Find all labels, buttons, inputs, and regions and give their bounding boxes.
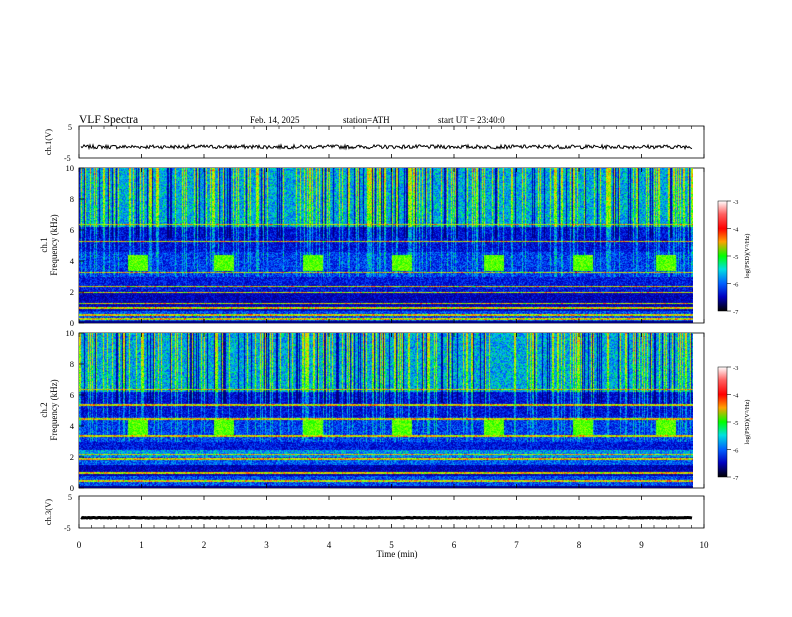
ch1-waveform-panel: 5 -5 ch.1(V) (43, 123, 705, 163)
ch1-ytick-label: 6 (70, 225, 74, 235)
ch1-spectrogram-panel: 0 2 4 6 8 10 ch.1 Frequency (kHz) (39, 163, 705, 328)
header-start-time: start UT = 23:40:0 (438, 115, 505, 125)
ch2-spectrogram-image (79, 333, 693, 488)
ch1-ytick-bottom: -5 (64, 154, 71, 163)
colorbar-tick-label: -4 (733, 393, 739, 400)
time-tick-label: 4 (327, 540, 332, 550)
ch3-ytick-top: 5 (68, 493, 72, 502)
time-tick-label: 5 (389, 540, 394, 550)
header-station: station=ATH (343, 115, 390, 125)
time-axis: 0 1 2 3 4 5 6 7 8 9 10 (77, 126, 709, 550)
ch2-colorbar-label: log(PSD)(V²/Hz) (744, 400, 751, 445)
ch1-channel-label: ch.1 (39, 237, 49, 252)
colorbar-tick-label: -5 (733, 420, 738, 427)
time-tick-label: 10 (700, 540, 710, 550)
ch1-ytick-top: 5 (68, 123, 72, 132)
colorbar-tick-label: -6 (733, 282, 739, 289)
colorbar-tick-label: -7 (733, 309, 739, 316)
time-tick-label: 3 (264, 540, 269, 550)
ch1-ytick-label: 10 (66, 163, 75, 173)
colorbar-tick-label: -7 (733, 475, 739, 482)
colorbar-tick-label: -3 (733, 199, 738, 206)
time-tick-label: 1 (139, 540, 144, 550)
ch1-colorbar: log(PSD)(V²/Hz) -3 -4 -5 -6 -7 (717, 199, 751, 316)
colorbar-tick-label: -4 (733, 227, 739, 234)
ch1-ytick-label: 8 (70, 194, 74, 204)
ch1-ylabel: ch.1(V) (43, 129, 53, 155)
ch3-waveform-panel: 5 -5 ch.3(V) (43, 493, 705, 533)
colorbar-tick-label: -3 (733, 365, 738, 372)
colorbar-tick-label: -6 (733, 448, 739, 455)
ch2-ytick-label: 6 (70, 390, 74, 400)
time-tick-label: 7 (514, 540, 519, 550)
ch1-colorbar-label: log(PSD)(V²/Hz) (744, 234, 751, 279)
ch1-colorbar-scale (717, 200, 728, 312)
ch1-freq-ylabel: Frequency (kHz) (49, 214, 59, 275)
ch2-ytick-label: 0 (70, 483, 74, 493)
ch2-channel-label: ch.2 (39, 402, 49, 417)
figure-title: VLF Spectra (79, 114, 138, 126)
time-tick-label: 6 (452, 540, 457, 550)
time-tick-label: 8 (577, 540, 582, 550)
ch1-spectrogram-image (79, 168, 693, 323)
ch2-colorbar-scale (717, 366, 728, 478)
ch2-colorbar: log(PSD)(V²/Hz) -3 -4 -5 -6 -7 (717, 365, 751, 482)
ch2-ytick-label: 8 (70, 359, 74, 369)
ch1-ytick-label: 0 (70, 318, 74, 328)
ch2-freq-ylabel: Frequency (kHz) (49, 379, 59, 440)
ch1-trace-line (80, 143, 693, 151)
time-axis-label: Time (min) (377, 549, 418, 559)
ch3-trace-line (80, 515, 693, 520)
ch1-ytick-label: 2 (70, 287, 74, 297)
time-tick-label: 0 (77, 540, 82, 550)
time-tick-label: 9 (639, 540, 644, 550)
ch2-ytick-label: 4 (70, 421, 75, 431)
ch1-ytick-label: 4 (70, 256, 75, 266)
ch2-ytick-label: 2 (70, 452, 74, 462)
ch2-ytick-label: 10 (66, 328, 75, 338)
time-tick-label: 2 (202, 540, 207, 550)
ch3-ytick-bottom: -5 (64, 524, 71, 533)
header-date: Feb. 14, 2025 (250, 115, 300, 125)
ch2-spectrogram-panel: 0 2 4 6 8 10 ch.2 Frequency (kHz) (39, 328, 705, 493)
ch3-ylabel: ch.3(V) (43, 499, 53, 525)
colorbar-tick-label: -5 (733, 254, 738, 261)
